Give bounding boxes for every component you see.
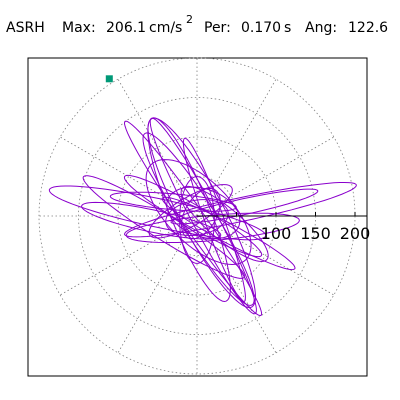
peak-marker-group xyxy=(106,75,113,82)
grid-spoke-210 xyxy=(60,216,197,295)
radial-tick-label-100: 100 xyxy=(261,224,292,243)
radial-tick-label-150: 150 xyxy=(300,224,331,243)
radial-tick-label-200: 200 xyxy=(340,224,371,243)
peak-marker xyxy=(106,75,113,82)
particle-motion-trace xyxy=(49,118,356,316)
